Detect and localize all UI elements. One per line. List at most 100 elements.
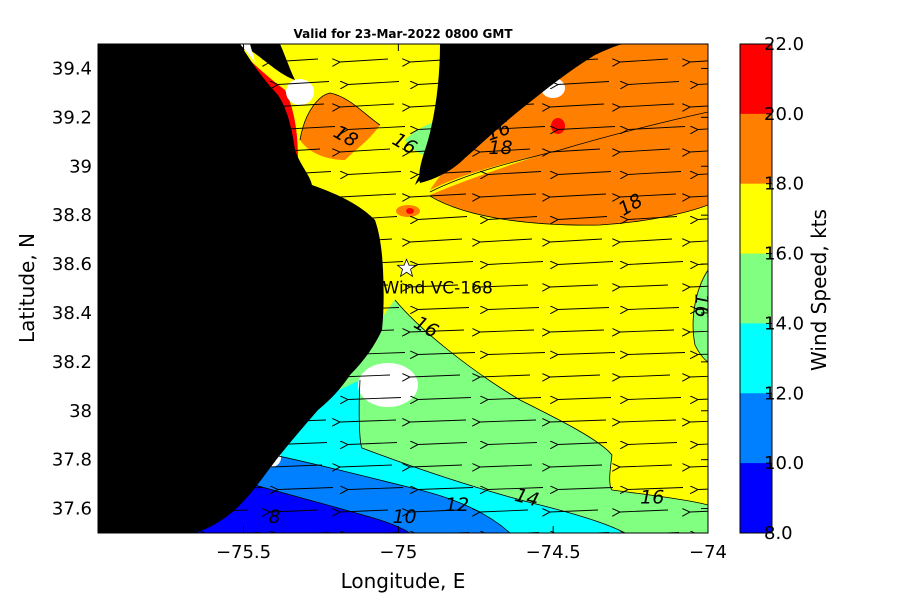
wind-arrow	[348, 127, 406, 130]
site-label: Wind VC-168	[383, 278, 493, 298]
wind-arrow	[480, 59, 529, 62]
wind-arrow	[690, 239, 708, 242]
wind-arrow	[340, 330, 395, 332]
wind-arrow	[550, 510, 599, 512]
colorbar-tick-label: 8.0	[764, 523, 793, 544]
wind-arrow	[270, 149, 321, 152]
wind-arrow	[480, 149, 531, 152]
colorbar-tick-label: 14.0	[764, 313, 804, 334]
wind-arrow	[488, 172, 542, 175]
wind-arrow	[558, 172, 612, 175]
wind-arrow	[130, 59, 179, 62]
wind-arrow	[278, 127, 336, 130]
wind-arrow	[208, 172, 262, 175]
colorbar-segment	[740, 44, 772, 115]
wind-arrow	[690, 510, 708, 512]
wind-arrow	[410, 59, 459, 62]
wind-arrow-field	[130, 59, 708, 533]
land-nj-coast	[419, 44, 625, 183]
wind-arrow	[200, 285, 249, 287]
wind-arrow	[200, 330, 255, 332]
wind-arrow	[418, 443, 468, 445]
contour-label: 16	[640, 487, 664, 509]
wind-arrow	[410, 330, 465, 332]
y-tick-label: 38.4	[52, 303, 92, 324]
wind-arrow	[130, 149, 181, 152]
zone-18-20-kts-northeast	[430, 44, 708, 190]
wind-arrow	[208, 353, 266, 355]
plot-frame	[97, 43, 709, 534]
wind-arrow	[480, 194, 537, 197]
colorbar-segment	[740, 183, 772, 255]
wind-arrow	[410, 239, 463, 242]
x-tick-label: −75.5	[216, 542, 271, 563]
wind-arrow	[418, 262, 474, 265]
colorbar-tick-label: 22.0	[764, 34, 804, 55]
wind-arrow	[410, 465, 463, 467]
contour-label: 12	[445, 494, 469, 516]
wind-arrow	[340, 149, 391, 152]
wind-arrow	[418, 308, 470, 310]
site-marker-group: Wind VC-168	[383, 258, 493, 298]
wind-arrow	[488, 127, 546, 130]
wind-arrow	[130, 194, 187, 197]
colorbar-tick-label: 12.0	[764, 383, 804, 404]
wind-arrow	[348, 217, 398, 220]
wind-arrow	[558, 262, 614, 265]
wind-arrow	[410, 375, 461, 377]
y-axis-ticks: 39.4 39.2 39 38.8 38.6 38.4 38.2 38 37.8 37.6	[52, 58, 708, 520]
wind-arrow	[550, 104, 605, 107]
wind-arrow	[620, 239, 673, 242]
wind-arrow	[138, 262, 194, 265]
wind-arrow	[130, 465, 183, 467]
zone-20-22-kts-patch-2	[406, 208, 414, 214]
wind-arrow	[200, 420, 257, 422]
wind-arrow	[130, 104, 185, 107]
wind-arrow	[418, 127, 476, 130]
wind-arrow	[418, 488, 474, 490]
wind-arrow	[690, 285, 708, 287]
wind-arrow	[348, 353, 406, 355]
wind-arrow	[200, 239, 253, 242]
y-tick-label: 38.2	[52, 352, 92, 373]
wind-arrow	[278, 217, 328, 220]
wind-arrow	[130, 420, 187, 422]
wind-arrow	[690, 420, 708, 422]
wind-arrow	[410, 510, 459, 512]
wind-arrow	[628, 217, 678, 220]
wind-arrow	[620, 420, 677, 422]
wind-arrow	[480, 104, 535, 107]
wind-arrow	[270, 465, 323, 467]
wind-arrow	[488, 308, 540, 310]
wind-arrow	[138, 443, 188, 445]
colorbar-tick-label: 10.0	[764, 453, 804, 474]
wind-arrow	[628, 443, 678, 445]
wind-arrow	[208, 262, 264, 265]
wind-arrow	[558, 443, 608, 445]
y-tick-label: 37.6	[52, 499, 92, 520]
colorbar-tick-label: 18.0	[764, 174, 804, 195]
wind-arrow	[418, 172, 472, 175]
wind-arrow	[698, 443, 708, 445]
colorbar-tick-label: 16.0	[764, 244, 804, 265]
contour-label: 16	[691, 294, 713, 318]
wind-arrow	[480, 420, 537, 422]
wind-arrow	[418, 217, 468, 220]
zone-16-18-kts-east-edge	[693, 270, 708, 362]
wind-arrow	[340, 285, 389, 287]
land-delmarva-new-jersey	[98, 44, 384, 533]
wind-arrow	[348, 262, 404, 265]
y-tick-label: 39.4	[52, 58, 92, 79]
land-northwest	[98, 44, 295, 80]
zone-20-22-kts-patch-1	[551, 118, 565, 134]
wind-arrow	[558, 308, 610, 310]
wind-arrow	[418, 398, 472, 400]
x-tick-label: −75	[379, 542, 417, 563]
wind-arrow	[200, 149, 251, 152]
wind-arrow	[550, 375, 601, 377]
wind-arrow	[550, 239, 603, 242]
y-tick-label: 37.8	[52, 450, 92, 471]
wind-arrow	[278, 308, 330, 310]
